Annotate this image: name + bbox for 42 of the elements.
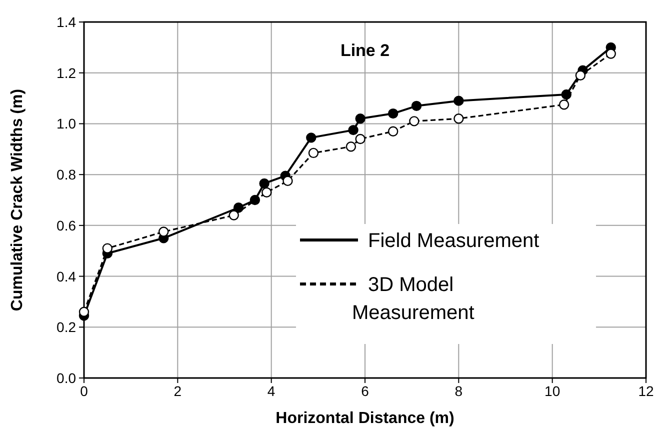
point: [308, 148, 319, 158]
point: [346, 142, 356, 152]
x-tick-label: 8: [454, 383, 463, 399]
point: [409, 116, 420, 126]
legend-label: 3D Model Measurement: [352, 274, 475, 324]
point: [306, 132, 316, 143]
point: [262, 187, 272, 198]
x-axis-title: Horizontal Distance (m): [276, 410, 454, 427]
point: [78, 306, 90, 317]
point: [102, 243, 113, 254]
y-tick-label: 0.2: [56, 319, 76, 336]
point: [388, 126, 398, 136]
x-tick-label: 2: [174, 383, 182, 399]
point: [454, 114, 464, 124]
y-tick-label: 0.8: [56, 166, 76, 183]
point: [228, 210, 239, 220]
point: [259, 178, 270, 189]
point: [355, 114, 366, 124]
point: [575, 70, 586, 80]
point: [282, 176, 293, 186]
point: [606, 48, 616, 59]
y-tick-label: 1.2: [56, 64, 76, 81]
point: [388, 108, 398, 119]
y-tick-label: 0.0: [56, 370, 76, 386]
y-axis-title: Cumulative Crack Widths (m): [9, 88, 26, 312]
x-tick-label: 4: [267, 383, 276, 399]
point: [411, 100, 422, 112]
point: [558, 100, 570, 110]
point: [348, 124, 358, 136]
y-tick-label: 0.4: [56, 268, 76, 284]
text: Line 2: [340, 41, 390, 60]
point: [454, 96, 464, 106]
x-tick-label: 0: [80, 383, 88, 399]
x-tick-label: 10: [544, 383, 560, 399]
y-tick-label: 1.4: [56, 14, 76, 30]
legend-label: Field Measurement: [368, 230, 540, 252]
x-tick-label: 6: [361, 383, 370, 399]
x-tick-label: 12: [638, 383, 654, 399]
point: [158, 226, 169, 237]
point: [355, 134, 366, 144]
y-tick-label: 1.0: [56, 116, 76, 132]
y-tick-label: 0.6: [56, 217, 76, 234]
